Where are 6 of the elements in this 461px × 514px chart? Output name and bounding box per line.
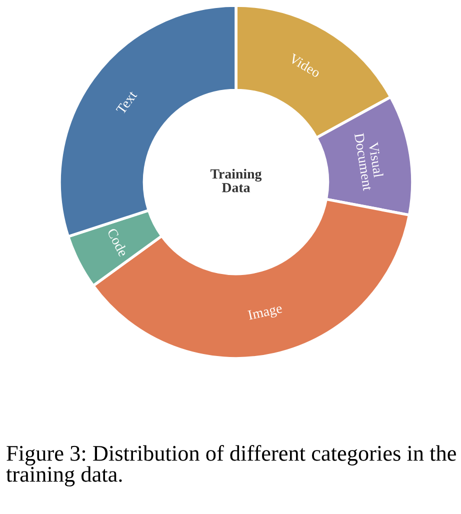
slice-label: Image xyxy=(248,304,284,323)
slice-label: Visual Document xyxy=(354,132,384,192)
text: Training Data xyxy=(210,168,262,192)
slice-label: Code xyxy=(107,227,129,258)
slice-label: Text xyxy=(116,90,138,115)
caption: Figure 3: Distribution of different categories in the training data. xyxy=(6,445,456,486)
